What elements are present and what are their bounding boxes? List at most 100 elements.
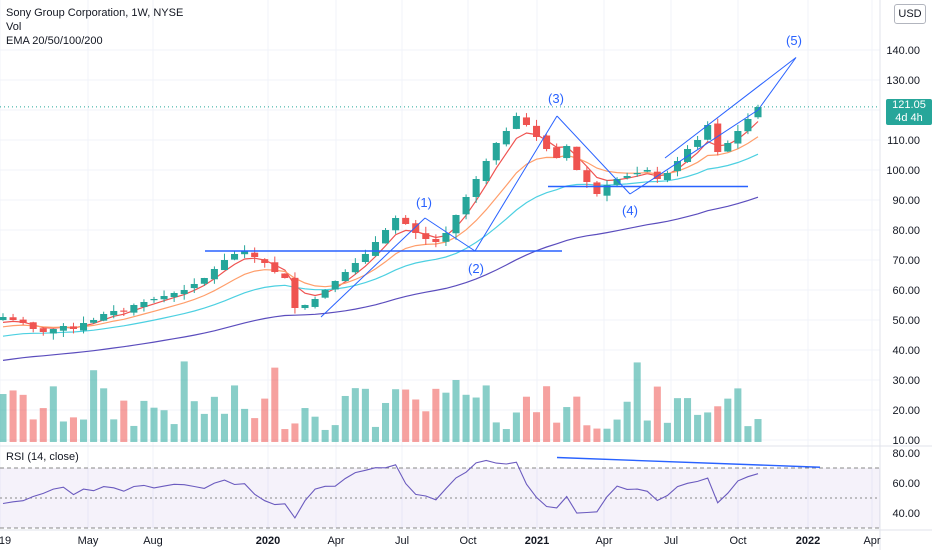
- price-tick-label: 90.00: [892, 195, 920, 207]
- last-price-value: 121.05: [892, 99, 926, 111]
- rsi-pane: 80.00 60.00 40.00: [0, 448, 920, 529]
- candle-body: [29, 322, 37, 329]
- volume-bar: [694, 414, 702, 442]
- volume-bar: [543, 386, 551, 442]
- ema-100-line: [2, 153, 759, 337]
- volume-bar: [110, 419, 118, 442]
- volume-bar: [80, 419, 88, 442]
- volume-bar: [653, 386, 661, 442]
- volume-bar: [452, 380, 460, 442]
- volume-bar: [371, 426, 379, 442]
- price-tick-label: 40.00: [892, 345, 920, 357]
- volume-bar: [704, 412, 712, 442]
- candle-body: [714, 123, 722, 152]
- volume-bar: [0, 394, 7, 442]
- volume-bar: [512, 412, 520, 442]
- ema-legend[interactable]: EMA 20/50/100/200: [6, 35, 103, 47]
- candle-body: [402, 217, 410, 224]
- candle-body: [351, 263, 359, 273]
- candle-body: [130, 305, 138, 313]
- volume-bar: [19, 394, 27, 442]
- candle-body: [744, 119, 752, 132]
- price-tick-label: 20.00: [892, 405, 920, 417]
- volume-bar: [200, 413, 208, 442]
- volume-bar: [482, 385, 490, 442]
- time-tick-label: Jul: [395, 535, 409, 547]
- wave-segment: [320, 217, 426, 318]
- candle-body: [241, 251, 249, 255]
- candle-body: [603, 185, 611, 196]
- candle-body: [673, 161, 681, 172]
- volume-bar: [412, 399, 420, 442]
- price-tick-label: 10.00: [892, 435, 920, 447]
- candle-body: [90, 320, 98, 323]
- volume-bar: [734, 388, 742, 442]
- candle-body: [442, 233, 450, 242]
- wave-label: (3): [548, 91, 564, 106]
- rsi-legend[interactable]: RSI (14, close): [6, 451, 79, 463]
- candle-body: [120, 310, 128, 312]
- volume-bar: [220, 413, 228, 442]
- volume-bar: [190, 401, 198, 442]
- candle-body: [0, 317, 7, 321]
- volume-bar: [210, 396, 218, 442]
- candle-body: [160, 296, 168, 300]
- candle-body: [543, 135, 551, 149]
- volume-bar: [392, 389, 400, 442]
- candle-body: [643, 170, 651, 172]
- wave-label: (5): [786, 33, 802, 48]
- volume-bar: [321, 429, 329, 442]
- volume-bar: [130, 425, 138, 442]
- candle-body: [321, 290, 329, 298]
- time-tick-label: Oct: [729, 535, 746, 547]
- volume-bar: [754, 419, 762, 442]
- symbol-title[interactable]: Sony Group Corporation, 1W, NYSE: [6, 7, 184, 19]
- candle-body: [170, 293, 178, 298]
- volume-bar: [39, 408, 47, 442]
- volume-bar: [533, 412, 541, 442]
- wave-segment: [629, 109, 759, 195]
- price-tick-label: 140.00: [886, 45, 920, 57]
- candle-body: [39, 328, 47, 332]
- candle-body: [291, 277, 299, 308]
- price-tick-label: 70.00: [892, 255, 920, 267]
- candle-body: [472, 179, 480, 197]
- volume-bar: [382, 402, 390, 442]
- candle-body: [392, 218, 400, 231]
- volume-bar: [492, 422, 500, 442]
- rsi-tick-label: 60.00: [892, 478, 920, 490]
- candle-body: [150, 299, 158, 301]
- candle-body: [573, 146, 581, 170]
- time-tick-label: Apr: [595, 535, 612, 547]
- wave-segment: [556, 115, 631, 195]
- wave-label: (4): [622, 203, 638, 218]
- ema-50-line: [2, 136, 759, 329]
- elliott-wave-drawings[interactable]: (1) (2) (3) (4) (5): [0, 33, 880, 318]
- volume-bar: [170, 424, 178, 442]
- volume-legend[interactable]: Vol: [6, 21, 22, 33]
- volume-bar: [643, 420, 651, 442]
- candle-body: [734, 131, 742, 144]
- volume-bar: [573, 396, 581, 442]
- time-axis[interactable]: 19 May Aug 2020 Apr Jul Oct 2021 Apr Jul Oct 2022 Ap…: [0, 535, 881, 547]
- candle-body: [311, 299, 319, 307]
- currency-button[interactable]: USD: [894, 4, 926, 24]
- candle-body: [110, 311, 118, 316]
- volume-bar: [331, 425, 339, 442]
- candle-body: [633, 173, 641, 175]
- volume-bar: [301, 408, 309, 442]
- last-price-tag: 121.05 4d 4h: [886, 99, 932, 125]
- volume-bar: [251, 418, 259, 442]
- candle-body: [301, 305, 309, 309]
- trend-line: [664, 57, 797, 159]
- candle-body: [522, 117, 530, 125]
- volume-bar: [29, 419, 37, 442]
- candle-body: [220, 260, 228, 271]
- candle-body: [331, 281, 339, 290]
- time-tick-label: 2020: [256, 535, 280, 547]
- price-tick-label: 110.00: [887, 135, 920, 147]
- ema-200-line: [2, 196, 759, 361]
- volume-bar: [231, 385, 239, 442]
- volume-bar: [361, 388, 369, 442]
